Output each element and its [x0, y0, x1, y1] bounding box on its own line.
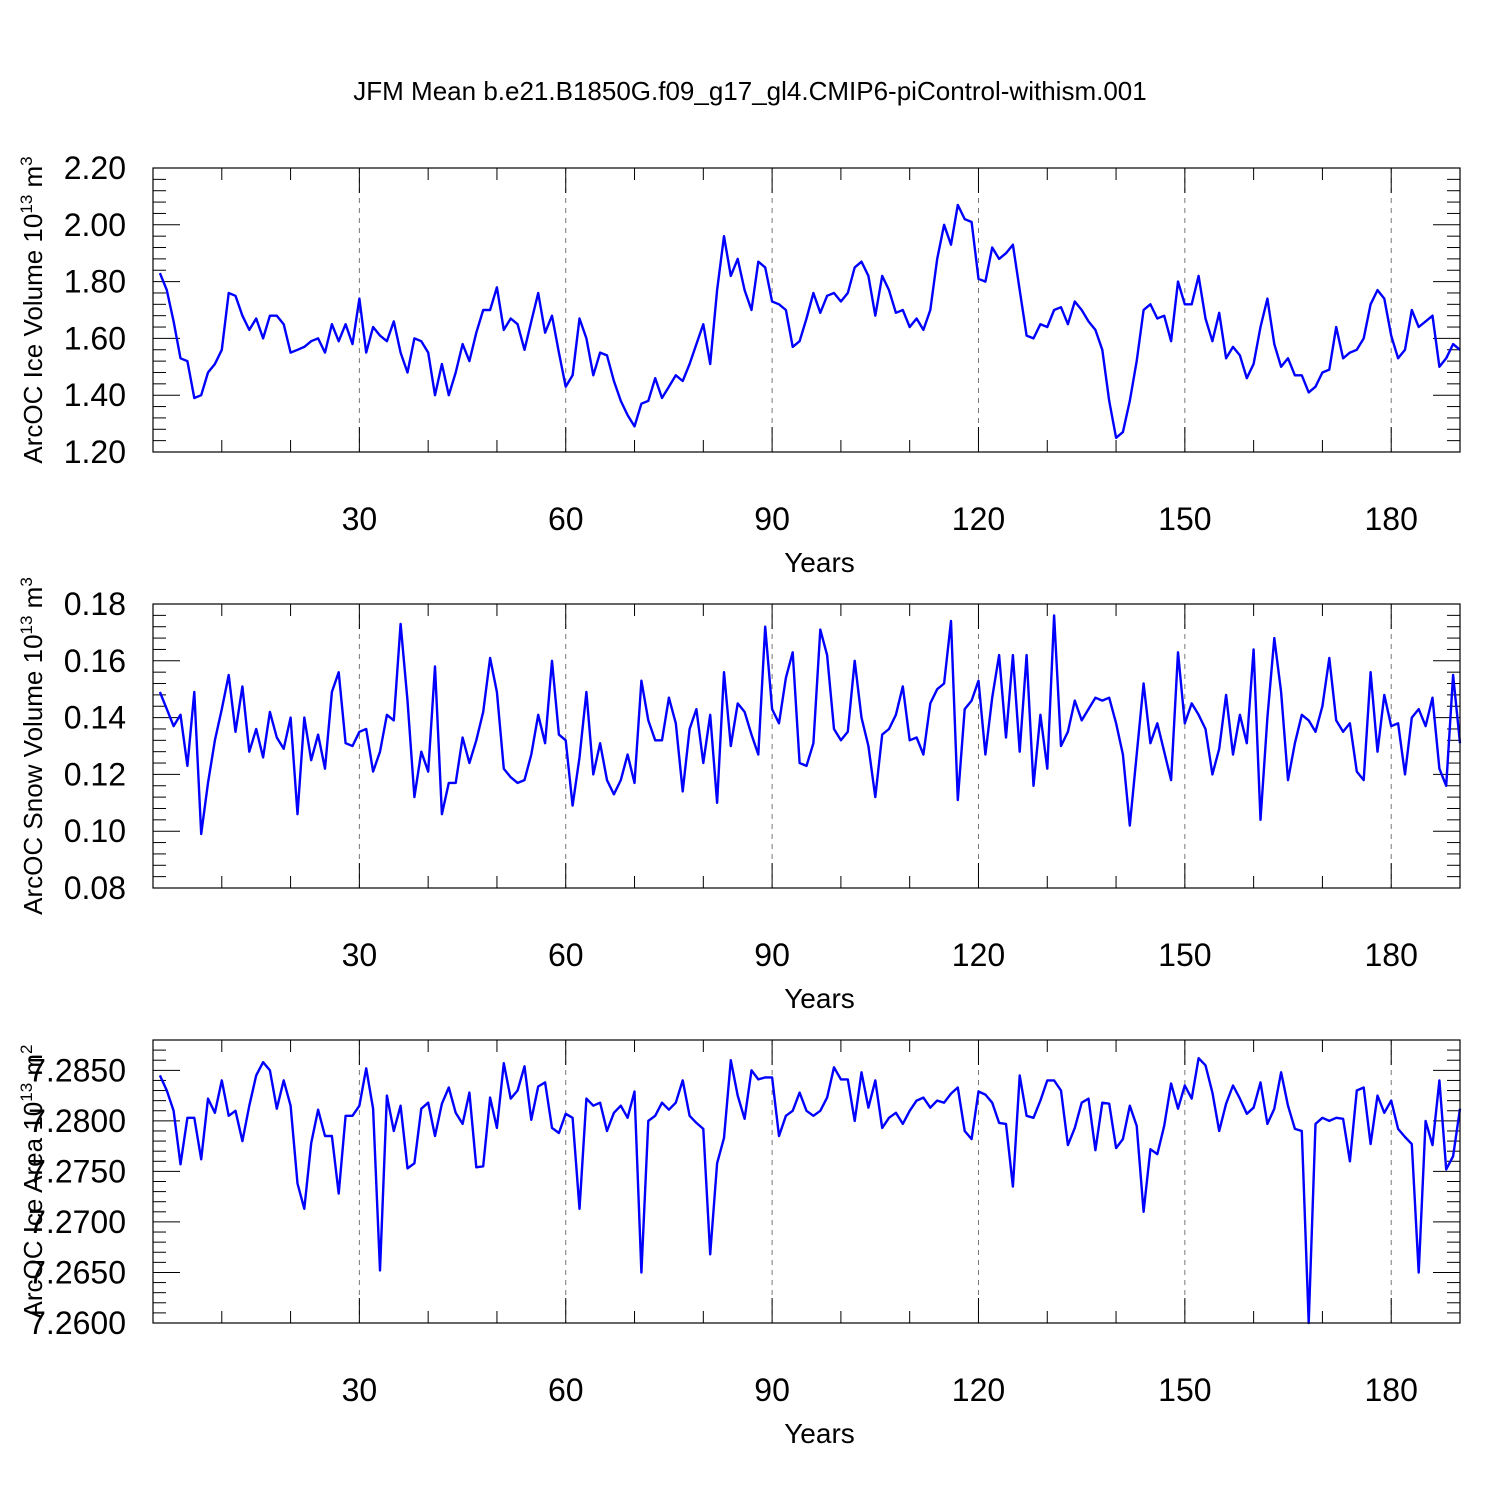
y-tick-label: 2.20	[64, 150, 126, 186]
x-tick-label: 150	[1158, 1372, 1211, 1408]
y-axis-label-exponent: 3	[17, 156, 36, 165]
y-axis-label-exponent: 13	[17, 1083, 36, 1102]
y-axis-label-exponent: 3	[17, 577, 36, 586]
y-tick-label: 0.18	[64, 586, 126, 622]
y-axis-label-part: m	[18, 587, 48, 616]
y-tick-label: 2.00	[64, 207, 126, 243]
x-tick-label: 120	[952, 937, 1005, 973]
plot-frame	[152, 167, 1461, 453]
x-tick-label: 180	[1365, 501, 1418, 537]
y-tick-label: 7.2800	[28, 1103, 126, 1139]
plot-frame	[152, 1039, 1461, 1324]
x-axis-label: Years	[784, 547, 855, 578]
chart-title: JFM Mean b.e21.B1850G.f09_g17_gl4.CMIP6-…	[353, 76, 1146, 106]
series-line	[158, 203, 1461, 439]
x-tick-label: 120	[952, 501, 1005, 537]
y-axis-label-part: m	[18, 166, 48, 195]
y-tick-label: 7.2850	[28, 1052, 126, 1088]
chart-panel-1: 1.20 1.40 1.60 1.80 2.00 2.20 30 60 90 120 150 180 Y…	[17, 150, 1461, 578]
x-tick-label: 150	[1158, 937, 1211, 973]
x-tick-label: 60	[548, 501, 584, 537]
y-tick-label: 7.2600	[28, 1305, 126, 1341]
x-tick-label: 90	[754, 1372, 790, 1408]
y-tick-label: 7.2650	[28, 1254, 126, 1290]
x-tick-label: 90	[754, 501, 790, 537]
y-tick-label: 7.2700	[28, 1204, 126, 1240]
y-tick-label: 0.14	[64, 700, 126, 736]
y-tick-label: 7.2750	[28, 1153, 126, 1189]
x-tick-label: 30	[342, 1372, 378, 1408]
y-axis-label: ArcOC Ice Volume 1013 m3	[17, 156, 48, 463]
chart-panel-3: 7.2600 7.2650 7.2700 7.2750 7.2800 7.2850 30 60…	[17, 1039, 1462, 1449]
y-tick-label: 1.20	[64, 434, 126, 470]
plot-frame	[152, 603, 1461, 889]
x-tick-label: 30	[342, 937, 378, 973]
x-tick-label: 180	[1365, 1372, 1418, 1408]
y-tick-label: 1.60	[64, 320, 126, 356]
x-axis-label: Years	[784, 983, 855, 1014]
y-tick-label: 0.08	[64, 870, 126, 906]
x-tick-label: 60	[548, 937, 584, 973]
x-tick-label: 180	[1365, 937, 1418, 973]
y-axis-label: ArcOC Snow Volume 1013 m3	[17, 577, 48, 915]
y-axis-label-part: m	[18, 1054, 48, 1083]
y-tick-label: 0.10	[64, 813, 126, 849]
y-tick-label: 1.40	[64, 377, 126, 413]
chart-panel-2: 0.08 0.10 0.12 0.14 0.16 0.18 30 60 90 120 150 180 Y…	[17, 577, 1462, 1014]
series-line	[158, 1056, 1462, 1325]
x-tick-label: 120	[952, 1372, 1005, 1408]
x-tick-label: 90	[754, 937, 790, 973]
x-tick-label: 150	[1158, 501, 1211, 537]
x-axis-label: Years	[784, 1418, 855, 1449]
y-tick-label: 1.80	[64, 264, 126, 300]
y-axis-label-part: ArcOC Snow Volume 10	[18, 634, 48, 914]
y-axis-label-exponent: 13	[17, 195, 36, 214]
y-axis-label-part: ArcOC Ice Area 10	[18, 1102, 48, 1319]
y-axis-label-part: ArcOC Ice Volume 10	[18, 214, 48, 464]
y-axis-label-exponent: 2	[17, 1044, 36, 1053]
y-axis-label-exponent: 13	[17, 616, 36, 635]
y-tick-label: 0.12	[64, 756, 126, 792]
panels: 1.20 1.40 1.60 1.80 2.00 2.20 30 60 90 120 150 180 Y…	[17, 150, 1462, 1449]
y-axis-label: ArcOC Ice Area 1013 m2	[17, 1044, 48, 1318]
x-tick-label: 60	[548, 1372, 584, 1408]
y-tick-label: 0.16	[64, 643, 126, 679]
x-tick-label: 30	[342, 501, 378, 537]
series-line	[158, 614, 1462, 836]
